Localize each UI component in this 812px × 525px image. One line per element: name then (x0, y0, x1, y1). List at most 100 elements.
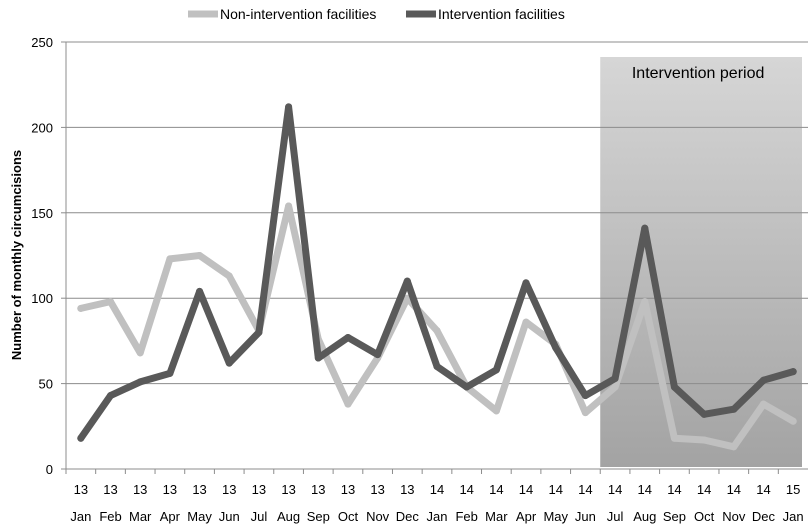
x-tick-year-label: 13 (341, 482, 355, 497)
data-point (611, 374, 619, 382)
data-point (492, 407, 500, 415)
x-tick-month-label: Jul (607, 509, 624, 524)
data-point (670, 434, 678, 442)
x-tick-year-label: 14 (459, 482, 473, 497)
x-tick-year-label: 13 (192, 482, 206, 497)
x-tick-year-label: 13 (74, 482, 88, 497)
x-tick-month-label: Aug (633, 509, 656, 524)
x-tick-month-label: Nov (722, 509, 746, 524)
y-tick-label: 150 (31, 206, 53, 221)
series-lines (77, 103, 797, 451)
intervention-period-label: Intervention period (632, 65, 765, 82)
data-point (522, 318, 530, 326)
legend-label-intervention: Intervention facilities (438, 6, 565, 22)
x-tick-month-label: Jan (783, 509, 804, 524)
x-tick-month-label: Mar (485, 509, 508, 524)
x-tick-month-label: Sep (663, 509, 686, 524)
x-tick-month-label: Oct (694, 509, 715, 524)
x-tick-month-label: Nov (366, 509, 390, 524)
x-tick-month-label: Jan (427, 509, 448, 524)
data-point (670, 383, 678, 391)
gridlines (66, 41, 808, 385)
data-point (107, 392, 115, 400)
x-tick-month-label: Aug (277, 509, 300, 524)
data-point (700, 410, 708, 418)
x-tick-year-label: 13 (281, 482, 295, 497)
intervention-period-rect (600, 57, 802, 467)
x-tick-year-label: 13 (222, 482, 236, 497)
data-point (581, 409, 589, 417)
data-point (403, 277, 411, 285)
x-tick-month-label: Sep (307, 509, 330, 524)
data-point (730, 443, 738, 451)
data-point (285, 202, 293, 210)
data-point (522, 279, 530, 287)
data-point (166, 255, 174, 263)
data-point (759, 376, 767, 384)
axes (61, 41, 808, 474)
data-point (77, 434, 85, 442)
data-point (611, 383, 619, 391)
y-tick-label: 50 (39, 377, 53, 392)
x-tick-year-label: 14 (608, 482, 622, 497)
x-tick-year-label: 14 (519, 482, 533, 497)
data-point (344, 333, 352, 341)
x-tick-month-label: May (187, 509, 212, 524)
x-tick-year-label: 13 (370, 482, 384, 497)
x-tick-month-label: Oct (338, 509, 359, 524)
y-axis-title: Number of monthly circumcisions (9, 150, 24, 360)
x-tick-month-label: Feb (99, 509, 121, 524)
data-point (641, 298, 649, 306)
data-point (196, 252, 204, 259)
x-tick-month-label: Apr (516, 509, 537, 524)
x-tick-month-label: Dec (752, 509, 776, 524)
data-point (136, 349, 144, 357)
x-tick-month-label: Jul (251, 509, 268, 524)
x-tick-year-label: 13 (103, 482, 117, 497)
data-point (433, 363, 441, 371)
intervention-period-band: Intervention period (600, 57, 802, 467)
x-tick-year-label: 14 (548, 482, 562, 497)
data-point (759, 400, 767, 408)
data-point (463, 383, 471, 391)
x-tick-month-label: Jan (70, 509, 91, 524)
x-tick-year-label: 14 (638, 482, 652, 497)
y-tick-label: 250 (31, 35, 53, 50)
data-point (789, 368, 797, 376)
x-tick-year-label: 15 (786, 482, 800, 497)
y-tick-label: 200 (31, 120, 53, 135)
data-point (225, 272, 233, 280)
axis-labels: 0 50 100 150 200 250 13 Jan 13 Feb 13 Mar 13 Apr 13 May… (31, 35, 803, 524)
x-tick-year-label: 14 (578, 482, 592, 497)
data-point (344, 400, 352, 408)
data-point (492, 366, 500, 374)
data-point (314, 354, 322, 362)
data-point (552, 344, 560, 352)
x-tick-month-label: May (543, 509, 568, 524)
data-point (166, 369, 174, 377)
x-tick-month-label: Dec (396, 509, 420, 524)
data-point (789, 417, 797, 425)
data-point (641, 224, 649, 232)
x-tick-month-label: Mar (129, 509, 152, 524)
x-tick-month-label: Jun (219, 509, 240, 524)
data-point (107, 298, 115, 306)
x-tick-year-label: 13 (163, 482, 177, 497)
data-point (374, 351, 382, 359)
data-point (136, 378, 144, 386)
x-tick-year-label: 14 (697, 482, 711, 497)
x-tick-year-label: 13 (252, 482, 266, 497)
data-point (581, 392, 589, 400)
x-tick-year-label: 14 (756, 482, 770, 497)
data-point (77, 304, 85, 312)
data-point (225, 359, 233, 367)
legend: Non-intervention facilities Intervention… (188, 6, 565, 22)
data-point (196, 287, 204, 295)
y-tick-label: 100 (31, 291, 53, 306)
x-tick-year-label: 14 (489, 482, 503, 497)
legend-label-non-intervention: Non-intervention facilities (220, 6, 376, 22)
data-point (285, 103, 293, 111)
x-tick-year-label: 13 (311, 482, 325, 497)
x-tick-year-label: 13 (133, 482, 147, 497)
